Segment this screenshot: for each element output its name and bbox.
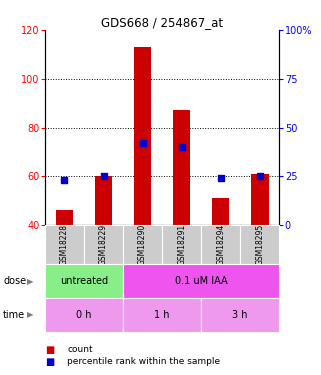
- Bar: [134, 47, 152, 225]
- Point: [218, 175, 223, 181]
- Bar: [240, 225, 279, 264]
- Text: GSM18295: GSM18295: [255, 224, 264, 266]
- Text: ■: ■: [45, 357, 54, 367]
- Bar: [95, 176, 112, 225]
- Bar: [212, 198, 230, 225]
- Bar: [45, 225, 84, 264]
- Bar: [173, 110, 190, 225]
- Text: 3 h: 3 h: [232, 310, 248, 320]
- Bar: [84, 225, 123, 264]
- Text: percentile rank within the sample: percentile rank within the sample: [67, 357, 221, 366]
- Bar: [45, 298, 123, 332]
- Text: time: time: [3, 310, 25, 320]
- Text: count: count: [67, 345, 93, 354]
- Text: untreated: untreated: [60, 276, 108, 286]
- Text: 1 h: 1 h: [154, 310, 170, 320]
- Text: ■: ■: [45, 345, 54, 354]
- Text: GSM18290: GSM18290: [138, 224, 147, 266]
- Text: GSM18228: GSM18228: [60, 224, 69, 265]
- Bar: [123, 225, 162, 264]
- Bar: [201, 225, 240, 264]
- Bar: [56, 210, 73, 225]
- Text: GSM18229: GSM18229: [99, 224, 108, 265]
- Bar: [201, 298, 279, 332]
- Point: [257, 173, 262, 179]
- Text: GSM18294: GSM18294: [216, 224, 225, 266]
- Bar: [123, 264, 279, 298]
- Bar: [162, 225, 201, 264]
- Bar: [123, 298, 201, 332]
- Text: dose: dose: [3, 276, 26, 286]
- Text: 0.1 uM IAA: 0.1 uM IAA: [175, 276, 228, 286]
- Text: ▶: ▶: [27, 277, 34, 286]
- Point: [101, 173, 106, 179]
- Text: GSM18291: GSM18291: [177, 224, 186, 265]
- Point: [62, 177, 67, 183]
- Point: [140, 140, 145, 146]
- Text: 0 h: 0 h: [76, 310, 92, 320]
- Bar: [251, 174, 269, 225]
- Bar: [45, 264, 123, 298]
- Point: [179, 144, 184, 150]
- Text: ▶: ▶: [27, 310, 34, 320]
- Title: GDS668 / 254867_at: GDS668 / 254867_at: [101, 16, 223, 29]
